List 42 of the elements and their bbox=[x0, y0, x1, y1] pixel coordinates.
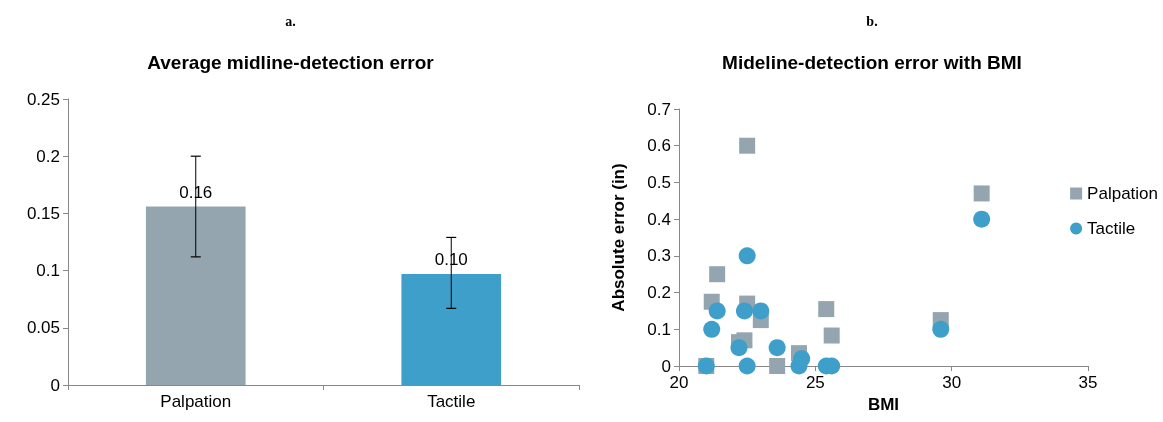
y-tick-label: 0.25 bbox=[26, 89, 60, 109]
y-tick-label: 0 bbox=[50, 375, 60, 395]
point bbox=[739, 137, 756, 154]
point bbox=[818, 301, 835, 318]
y-tick-label: 0.5 bbox=[647, 172, 671, 192]
point bbox=[709, 266, 726, 283]
y-tick-label: 0.1 bbox=[36, 261, 60, 281]
x-axis-title: BMI bbox=[867, 394, 900, 414]
y-axis-title: Absolute error (in) bbox=[609, 163, 628, 312]
point bbox=[973, 210, 991, 228]
y-tick-label: 0.15 bbox=[26, 203, 60, 223]
chart-title: Mideline-detection error with BMI bbox=[722, 52, 1022, 73]
point bbox=[703, 320, 721, 338]
y-tick-label: 0.7 bbox=[647, 99, 671, 119]
point bbox=[738, 357, 756, 375]
point bbox=[932, 320, 950, 338]
x-tick-label: 35 bbox=[1078, 373, 1098, 392]
y-tick-label: 0.2 bbox=[647, 283, 671, 303]
point bbox=[768, 339, 786, 357]
y-tick-label: 0.4 bbox=[647, 209, 671, 229]
y-tick-label: 0.05 bbox=[26, 318, 60, 338]
legend-label: Palpation bbox=[1087, 184, 1158, 203]
y-tick-label: 0.3 bbox=[647, 246, 671, 266]
point bbox=[823, 327, 840, 344]
y-tick-label: 0.1 bbox=[647, 319, 671, 339]
x-tick-label: 20 bbox=[669, 373, 689, 392]
legend-label: Tactile bbox=[1087, 219, 1136, 238]
point bbox=[752, 302, 770, 320]
point bbox=[708, 302, 726, 320]
point bbox=[730, 339, 748, 357]
y-tick-label: 0 bbox=[661, 356, 671, 376]
text: b. bbox=[866, 13, 878, 29]
x-tick-label: 30 bbox=[942, 373, 962, 392]
point bbox=[973, 185, 990, 202]
y-tick-label: 0.2 bbox=[36, 146, 60, 166]
x-tick-label: 25 bbox=[805, 373, 825, 392]
y-tick-label: 0.6 bbox=[647, 136, 671, 156]
point bbox=[769, 358, 786, 374]
text: a. bbox=[285, 13, 296, 29]
point bbox=[735, 302, 753, 320]
point bbox=[738, 247, 756, 265]
chart-title: Average midline-detection error bbox=[147, 52, 435, 73]
